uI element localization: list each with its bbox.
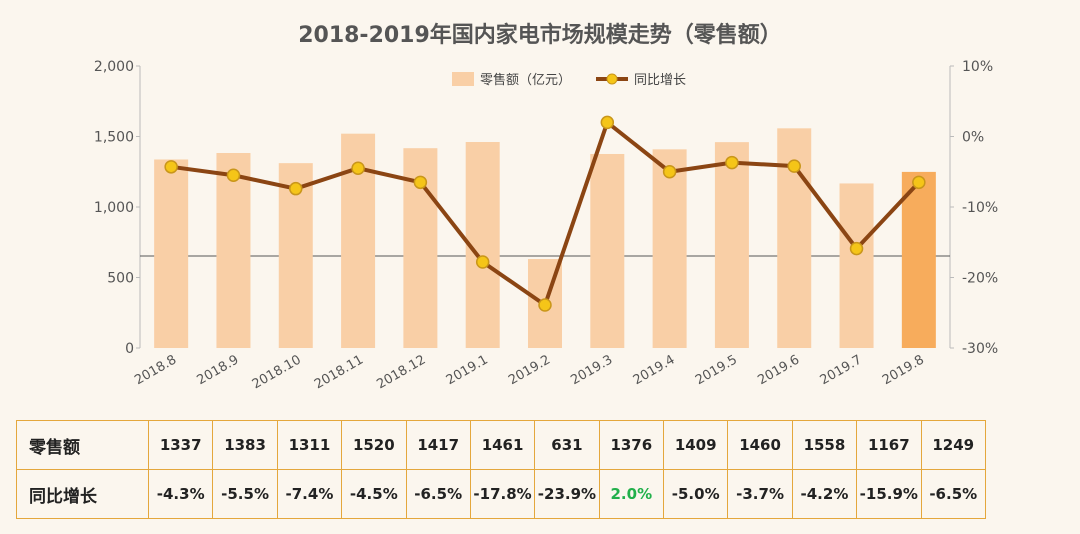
growth-point xyxy=(538,298,552,312)
table-cell-retail: 1337 xyxy=(147,420,214,470)
x-tick-label: 2019.4 xyxy=(631,352,678,388)
right-tick-label: -10% xyxy=(962,200,998,216)
chart-title: 2018-2019年国内家电市场规模走势（零售额） xyxy=(298,22,782,48)
chart: 2018-2019年国内家电市场规模走势（零售额） 零售额（亿元） 同比增长 0 5… xyxy=(94,22,998,392)
bar xyxy=(652,149,687,348)
line-series xyxy=(164,115,926,312)
x-tick-label: 2019.8 xyxy=(880,352,927,388)
table-cell-growth: -4.5% xyxy=(341,469,407,519)
x-tick-label: 2019.7 xyxy=(818,352,865,388)
x-axis-ticks: 2018.8 2018.9 2018.10 2018.11 2018.12 2019.1 2… xyxy=(132,352,927,392)
row-label-retail: 零售额 xyxy=(16,420,149,470)
table-cell-retail: 1249 xyxy=(920,420,986,470)
table-cell-retail: 1417 xyxy=(405,420,471,470)
growth-point xyxy=(413,175,428,190)
right-tick-label: -30% xyxy=(962,341,998,357)
data-table: 零售额 1337 1383 1311 1520 1417 1461 631 1376 1409 1… xyxy=(16,420,986,519)
x-tick-label: 2019.2 xyxy=(506,352,553,388)
growth-point xyxy=(912,175,926,190)
table-cell-retail: 1461 xyxy=(469,420,536,470)
table-cell-growth: -3.7% xyxy=(727,469,793,519)
right-tick-label: 10% xyxy=(962,59,993,75)
bar xyxy=(839,183,874,348)
x-tick-label: 2019.1 xyxy=(444,352,491,388)
table-cell-retail: 1460 xyxy=(727,420,793,470)
x-tick-label: 2018.12 xyxy=(374,352,428,392)
growth-point xyxy=(662,165,677,179)
table-cell-growth: -7.4% xyxy=(276,469,343,519)
growth-point xyxy=(849,241,864,256)
axes: 0 500 1,000 1,500 2,000 -30% -20% -10% 0% 10% xyxy=(94,59,998,357)
table-cell-retail: 631 xyxy=(534,420,600,470)
left-tick-label: 2,000 xyxy=(94,59,134,75)
growth-point xyxy=(600,115,615,130)
bar xyxy=(590,153,625,348)
x-tick-label: 2019.3 xyxy=(568,352,615,388)
legend: 零售额（亿元） 同比增长 xyxy=(452,72,686,88)
x-tick-label: 2018.11 xyxy=(312,352,366,392)
legend-bar-swatch xyxy=(452,72,474,86)
growth-point xyxy=(351,161,365,175)
right-tick-label: -20% xyxy=(962,271,998,287)
growth-point xyxy=(787,159,801,173)
right-tick-label: 0% xyxy=(962,130,984,146)
x-tick-label: 2019.5 xyxy=(693,352,740,388)
growth-point xyxy=(226,168,241,183)
table-cell-growth: -5.0% xyxy=(662,469,729,519)
left-tick-label: 500 xyxy=(107,271,134,287)
growth-point xyxy=(725,155,739,170)
growth-point xyxy=(164,160,178,174)
bar xyxy=(216,152,251,348)
bar xyxy=(154,159,189,348)
growth-point xyxy=(475,255,490,269)
table-cell-retail: 1409 xyxy=(662,420,729,470)
table-cell-growth: -4.3% xyxy=(147,469,214,519)
table-cell-growth: -15.9% xyxy=(856,469,922,519)
x-tick-label: 2018.8 xyxy=(132,352,179,388)
table-cell-retail: 1311 xyxy=(276,420,343,470)
legend-line-marker xyxy=(606,73,618,85)
bar xyxy=(714,142,749,348)
table-cell-growth: 2.0% xyxy=(598,469,665,519)
legend-bar-label: 零售额（亿元） xyxy=(480,72,571,88)
left-tick-label: 0 xyxy=(125,341,134,357)
row-label-growth: 同比增长 xyxy=(16,469,149,519)
table-cell-growth: -4.2% xyxy=(791,469,858,519)
x-tick-label: 2018.9 xyxy=(195,352,242,388)
table-cell-growth: -6.5% xyxy=(920,469,986,519)
x-tick-label: 2019.6 xyxy=(755,352,802,388)
growth-point xyxy=(289,181,303,196)
left-tick-label: 1,000 xyxy=(94,200,134,216)
bar-series xyxy=(154,128,936,348)
left-tick-label: 1,500 xyxy=(94,130,134,146)
table-cell-retail: 1558 xyxy=(791,420,858,470)
table-cell-retail: 1383 xyxy=(212,420,278,470)
table-row-growth: 同比增长 -4.3% -5.5% -7.4% -4.5% -6.5% -17.8% -23.… xyxy=(16,469,986,519)
bar xyxy=(901,171,936,348)
table-cell-growth: -23.9% xyxy=(534,469,600,519)
legend-line-label: 同比增长 xyxy=(634,73,686,88)
x-tick-label: 2018.10 xyxy=(250,352,304,392)
table-cell-growth: -6.5% xyxy=(405,469,471,519)
table-cell-growth: -5.5% xyxy=(212,469,278,519)
table-row-retail: 零售额 1337 1383 1311 1520 1417 1461 631 1376 1409 1… xyxy=(16,420,986,470)
table-cell-growth: -17.8% xyxy=(469,469,536,519)
table-cell-retail: 1167 xyxy=(856,420,922,470)
table-cell-retail: 1520 xyxy=(341,420,407,470)
table-cell-retail: 1376 xyxy=(598,420,665,470)
